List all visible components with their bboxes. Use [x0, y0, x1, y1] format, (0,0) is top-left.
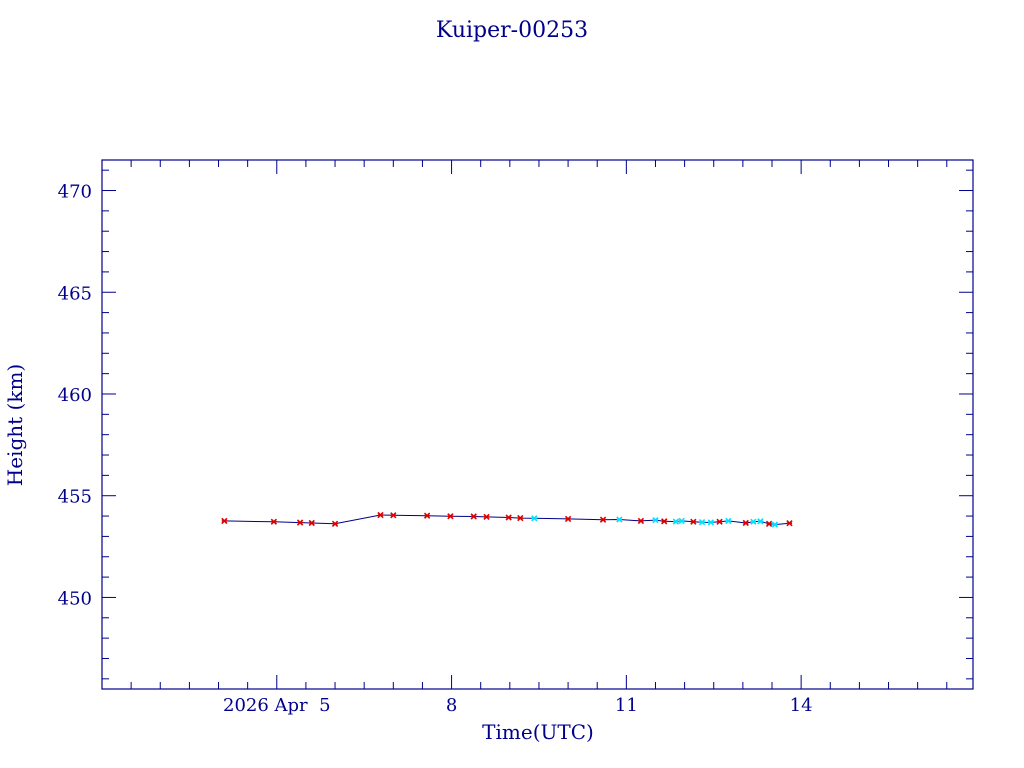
data-point [690, 518, 697, 525]
data-point [308, 519, 315, 527]
data-point [377, 511, 384, 519]
data-point [599, 516, 607, 523]
data-point [296, 519, 304, 526]
y-tick-label: 470 [58, 182, 92, 203]
y-tick-label: 455 [58, 487, 92, 508]
data-point [616, 516, 623, 523]
data-point [331, 520, 339, 527]
data-point [742, 519, 749, 527]
data-point [786, 520, 793, 527]
x-tick-labels: 2026 Apr 5 8 11 14 [223, 695, 813, 716]
x-tick-label: 14 [790, 695, 813, 716]
data-point [765, 520, 773, 527]
y-tick-label: 465 [58, 283, 92, 304]
data-point [750, 518, 757, 525]
data-point [470, 513, 477, 520]
data-point [698, 518, 706, 526]
data-point [447, 513, 454, 520]
chart-title: Kuiper-00253 [436, 18, 588, 43]
data-point [564, 515, 572, 523]
data-point [771, 521, 779, 528]
data-point [672, 518, 680, 525]
data-point [221, 517, 228, 525]
data-point [678, 517, 685, 525]
data-point [707, 519, 714, 526]
data-point [531, 515, 538, 522]
x-axis-label: Time(UTC) [482, 720, 594, 744]
data-point [637, 517, 645, 525]
x-tick-label: 2026 Apr 5 [223, 695, 331, 716]
data-point [725, 517, 732, 525]
data-point [661, 518, 668, 525]
axis-ticks [101, 160, 973, 689]
y-tick-label: 450 [58, 588, 92, 609]
data-point [423, 512, 431, 519]
data-point [517, 514, 524, 522]
height-series [221, 511, 793, 528]
data-point [270, 518, 278, 525]
y-tick-labels: 450 455 460 465 470 [58, 182, 92, 610]
data-point [390, 512, 397, 519]
x-tick-label: 8 [446, 695, 457, 716]
data-point [652, 516, 659, 524]
data-point [716, 518, 723, 525]
data-point [757, 518, 764, 525]
series-markers [221, 511, 793, 528]
plot-frame [101, 159, 974, 690]
y-tick-label: 460 [58, 385, 92, 406]
y-axis-label: Height (km) [3, 364, 27, 486]
x-tick-label: 11 [615, 695, 638, 716]
data-point [483, 513, 490, 521]
data-point [505, 514, 512, 521]
